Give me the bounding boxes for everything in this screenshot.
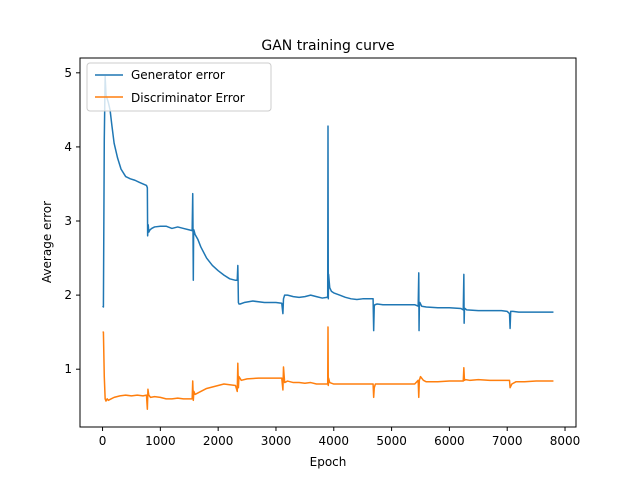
x-tick-label: 8000	[550, 434, 581, 448]
x-tick-label: 1000	[145, 434, 176, 448]
x-tick-label: 2000	[203, 434, 234, 448]
plot-frame	[79, 57, 577, 428]
x-axis-label: Epoch	[310, 455, 347, 469]
y-tick-label: 3	[64, 214, 72, 228]
series-line-generator	[102, 75, 554, 332]
legend-box	[86, 62, 272, 112]
x-tick-label: 4000	[319, 434, 350, 448]
x-tick-label: 0	[99, 434, 107, 448]
chart-title: GAN training curve	[261, 38, 394, 54]
legend-label-discriminator: Discriminator Error	[131, 91, 245, 105]
y-tick-label: 5	[64, 66, 72, 80]
x-tick-label: 6000	[434, 434, 465, 448]
x-axis: 0 1000 2000 3000 4000 5000 6000 7000 8000	[99, 427, 581, 448]
y-tick-label: 2	[64, 288, 72, 302]
legend: Generator error Discriminator Error	[86, 62, 272, 112]
x-tick-label: 7000	[492, 434, 523, 448]
series-line-discriminator	[102, 326, 554, 410]
y-axis: 1 2 3 4 5	[64, 66, 80, 376]
y-tick-label: 1	[64, 362, 72, 376]
y-tick-label: 4	[64, 140, 72, 154]
y-axis-label: Average error	[40, 201, 54, 283]
series-group	[102, 75, 554, 410]
x-tick-label: 3000	[261, 434, 292, 448]
x-tick-label: 5000	[376, 434, 407, 448]
legend-label-generator: Generator error	[131, 68, 225, 82]
